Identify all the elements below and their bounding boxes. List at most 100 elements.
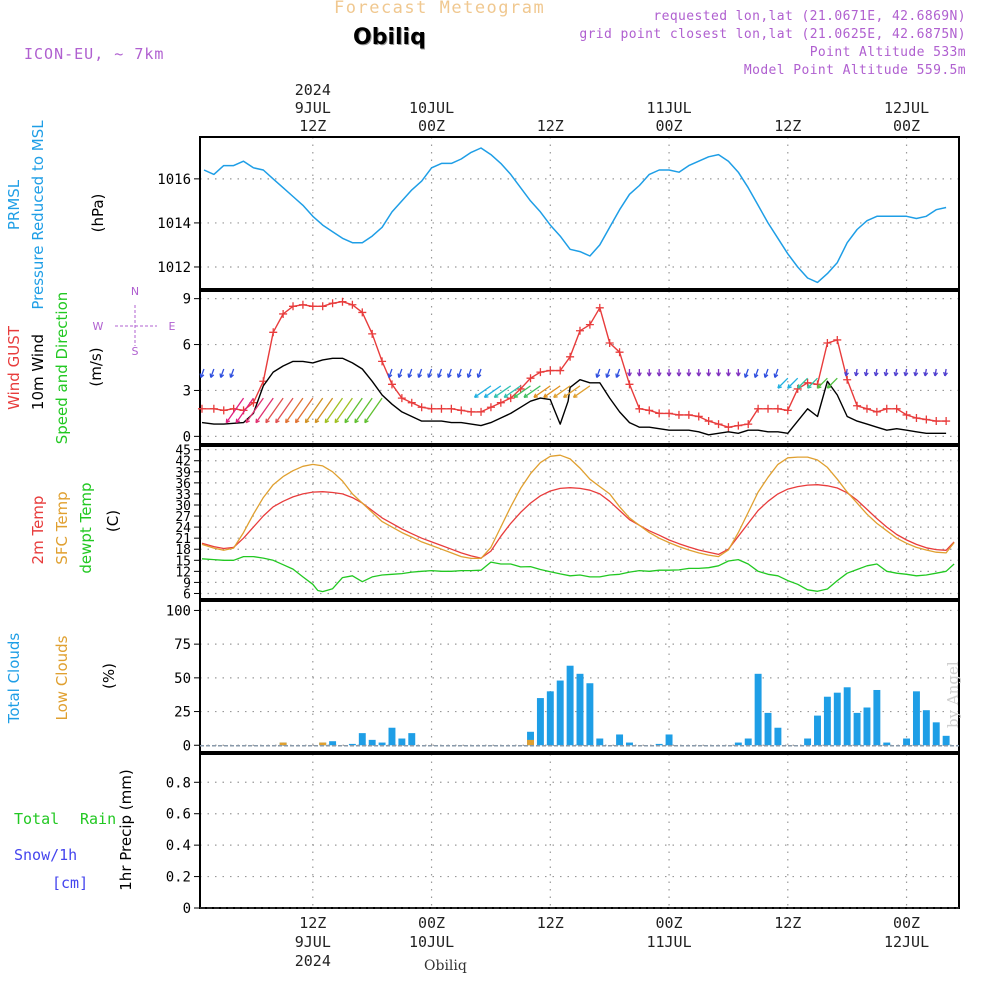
wind-arrow-head [523,393,529,398]
wind-arrow-head [787,384,792,389]
wind-arrow-head [666,372,672,377]
gust-marker [625,380,634,389]
gust-marker [615,348,624,357]
gust-marker [506,394,515,403]
top-time-label: 12Z [537,117,564,135]
gust-marker [289,302,298,311]
total-cloud-bar [398,738,406,746]
wind-arrow-head [913,371,919,377]
total-cloud-bar [329,741,337,746]
bottom-time-label: 12Z [537,914,564,932]
wind-arrow-head [816,384,822,389]
pressure-frame [199,136,960,290]
gust-marker [665,409,674,418]
gust-marker [546,366,555,375]
gust-marker [467,407,476,416]
model-name: ICON-EU, ~ 7km [24,45,165,63]
gust-marker [902,410,911,419]
total-cloud-bar [626,742,633,746]
compass-n: N [131,285,139,298]
clouds-ytick-label: 100 [166,603,191,619]
snow-label: Snow/1h [14,846,77,864]
wind-arrow [417,368,423,378]
gust-marker [447,404,456,413]
requested-location: requested lon,lat (21.0671E, 42.6869N) [653,9,966,24]
temperature-ytick-label: 21 [175,532,191,547]
wind-line [201,357,947,436]
gust-marker [219,406,228,415]
gust-marker [892,404,901,413]
gust-marker [783,406,792,415]
precip-ytick-label: 0.2 [166,870,191,886]
wind-arrow-head [923,371,929,377]
total-cloud-bar [368,739,376,746]
temperature-ytick-label: 30 [175,499,191,514]
wind-arrow [255,397,274,424]
wind-arrow [605,368,611,378]
wind-arrow-head [543,393,548,398]
gust-marker [704,417,713,426]
wind-arrow-head [595,373,601,378]
wind-arrow [484,385,502,398]
wind-arrow [774,368,779,378]
wind-arrow [777,377,789,389]
precip-ytick-label: 0.6 [166,807,191,823]
wind-arrow-head [324,418,330,424]
gust-marker [823,339,832,348]
wind-arrow-head [605,373,611,378]
wind-arrow-head [344,418,349,424]
compass-w: W [93,320,104,333]
low-cloud-bar [527,739,534,746]
gust-marker [694,412,703,421]
grid-point-location: grid point closest lon,lat (21.0625E, 42… [579,27,966,42]
pressure-unit-label: (hPa) [89,194,107,233]
wind-arrow-head [563,393,568,398]
total-cloud-bar [804,738,812,746]
wind-arrow [817,377,828,389]
wind-arrow-head [447,373,452,378]
wind-arrow-head [826,384,832,389]
gust-marker [566,352,575,361]
wind-arrow-head [696,372,702,377]
wind-arrow-head [626,372,632,377]
wind-arrow-head [863,371,869,377]
wind-arrow-head [646,372,652,377]
wind-arrow [596,368,601,378]
product-title: Forecast Meteogram [334,0,546,18]
temperature-ytick-label: 42 [175,455,191,470]
compass-e: E [169,320,176,333]
gust-marker [645,406,654,415]
wind-arrow-head [844,371,849,377]
gust-marker [872,407,881,416]
wind-arrow-head [743,373,749,378]
wind-arrow-head [219,373,225,378]
wind-arrow [427,368,433,378]
wind-arrow-head [466,373,472,378]
gust-marker [486,403,495,412]
pressure-side-label-2: Pressure Reduced to MSL [29,120,47,310]
temperature-ytick-label: 6 [183,587,191,602]
wind-arrow [467,368,472,378]
total-cloud-bar [853,712,861,746]
wind-arrow [235,397,254,424]
wind-arrow-head [476,373,482,378]
wind-ytick-label: 6 [183,338,191,354]
gust-marker [684,410,693,419]
model-point-altitude: Model Point Altitude 559.5m [743,63,966,78]
total-cloud-bar [576,673,584,746]
rain-total-label: Total [14,810,59,828]
wind-arrow-head [456,373,462,378]
gust-marker [655,409,664,418]
gust-marker [734,421,743,430]
clouds-frame [199,600,960,753]
wind-arrow-head [199,373,205,378]
wind-arrow-head [763,373,769,378]
gust-marker [427,404,436,413]
total-cloud-bar [833,692,841,746]
total-cloud-bar [536,698,544,746]
clouds-unit-label: (%) [100,663,118,689]
wind-arrow [344,397,363,424]
wind-arrow-head [615,373,620,378]
bottom-time-label: 00Z [418,914,445,932]
total-cloud-bar [843,687,851,746]
